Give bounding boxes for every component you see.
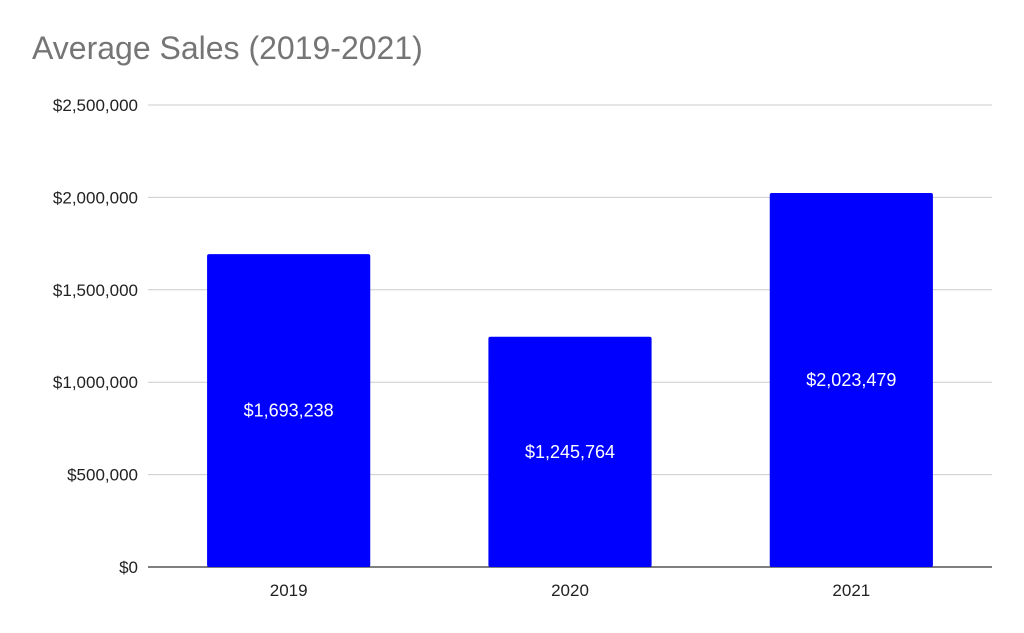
- y-tick-label: $0: [119, 558, 138, 577]
- x-tick-label-2021: 2021: [832, 581, 870, 600]
- data-labels: $1,693,238 $1,245,764 $2,023,479: [244, 370, 897, 462]
- bar-2021: [769, 193, 933, 567]
- x-tick-label-2020: 2020: [551, 581, 589, 600]
- bar-2020: [488, 336, 652, 567]
- y-tick-label: $2,000,000: [53, 188, 138, 207]
- y-tick-label: $1,500,000: [53, 281, 138, 300]
- data-label-2019: $1,693,238: [244, 401, 334, 421]
- y-tick-label: $500,000: [67, 466, 138, 485]
- y-tick-label: $2,500,000: [53, 96, 138, 115]
- bar-2019: [207, 254, 371, 568]
- y-axis-labels: $0 $500,000 $1,000,000 $1,500,000 $2,000,000…: [53, 96, 138, 577]
- chart-title: Average Sales (2019-2021): [32, 30, 423, 66]
- data-label-2021: $2,023,479: [806, 370, 896, 390]
- data-label-2020: $1,245,764: [525, 442, 615, 462]
- x-axis-labels: 2019 2020 2021: [270, 581, 870, 600]
- x-tick-label-2019: 2019: [270, 581, 308, 600]
- bars: [207, 193, 933, 568]
- y-tick-label: $1,000,000: [53, 373, 138, 392]
